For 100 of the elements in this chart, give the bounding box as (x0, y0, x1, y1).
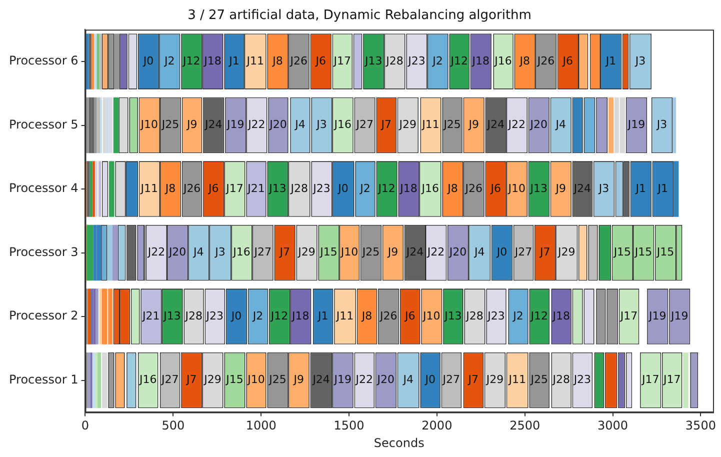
data-label: J1 (316, 309, 328, 322)
data-label: J20 (268, 118, 287, 132)
data-label: J8 (518, 54, 530, 68)
bar (96, 224, 102, 281)
data-label: J20 (376, 373, 395, 386)
data-label: J0 (230, 309, 242, 322)
bar (88, 97, 92, 154)
bar (99, 288, 102, 344)
bar (90, 288, 94, 344)
x-axis-title: Seconds (374, 436, 424, 450)
data-label: J16 (138, 373, 157, 386)
data-label: J12 (530, 309, 548, 322)
data-label: J11 (421, 118, 440, 132)
data-label: J28 (290, 182, 308, 195)
data-label: J24 (204, 118, 222, 132)
data-label: J24 (312, 373, 330, 386)
data-label: J21 (246, 182, 265, 195)
data-label: J25 (361, 246, 380, 259)
data-label: J9 (186, 118, 198, 132)
data-label: J23 (205, 309, 224, 322)
data-label: J13 (268, 182, 286, 195)
data-label: J4 (294, 118, 306, 132)
data-label: J10 (422, 309, 440, 322)
chart-title: 3 / 27 artificial data, Dynamic Rebalancing algorithm (188, 8, 532, 24)
data-label: J12 (377, 182, 396, 195)
data-label: J6 (562, 54, 574, 68)
data-label: J18 (471, 54, 490, 68)
x-tick-label: 2500 (510, 418, 540, 433)
data-label: J1 (634, 182, 646, 195)
data-label: J24 (486, 118, 504, 132)
data-label: J11 (508, 373, 526, 386)
x-tick-label: 3500 (685, 418, 716, 433)
data-label: J7 (467, 373, 479, 386)
data-label: J22 (247, 118, 266, 132)
data-label: J29 (203, 373, 222, 386)
data-label: J29 (556, 246, 576, 259)
data-label: J27 (160, 373, 179, 386)
data-label: J9 (292, 373, 304, 386)
data-label: J28 (552, 373, 570, 386)
data-label: J29 (398, 118, 417, 132)
data-label: J3 (214, 246, 226, 259)
data-label: J28 (465, 309, 484, 322)
data-label: J27 (442, 373, 460, 386)
data-label: J11 (246, 54, 264, 68)
bar (92, 352, 95, 408)
data-label: J3 (316, 118, 327, 132)
data-label: J18 (552, 309, 570, 322)
data-label: J29 (485, 373, 504, 386)
data-label: J25 (268, 373, 286, 386)
data-label: J13 (529, 182, 548, 195)
data-label: J2 (359, 182, 370, 195)
data-label: J0 (424, 373, 436, 386)
data-label: J4 (192, 246, 204, 259)
data-label: J18 (399, 182, 418, 195)
data-label: J6 (207, 182, 219, 195)
bar (96, 288, 98, 344)
data-label: J18 (291, 309, 310, 322)
data-label: J16 (420, 182, 439, 195)
data-label: J6 (490, 182, 501, 195)
data-label: J16 (333, 118, 352, 132)
data-label: J12 (182, 54, 200, 68)
bar (86, 97, 89, 154)
data-label: J1 (604, 54, 616, 68)
bar (108, 97, 112, 154)
x-tick-label: 2000 (422, 418, 452, 433)
data-label: J4 (473, 246, 485, 259)
data-label: J25 (160, 118, 180, 132)
data-label: J28 (385, 54, 404, 68)
bar (91, 34, 94, 90)
data-label: J18 (203, 54, 222, 68)
data-label: J11 (335, 309, 354, 322)
bar (98, 161, 102, 217)
data-label: J9 (386, 246, 398, 259)
x-tick-label: 1000 (246, 418, 276, 433)
x-tick-label: 1500 (334, 418, 364, 433)
data-label: J10 (246, 373, 265, 386)
data-label: J2 (252, 309, 264, 322)
data-label: J20 (168, 246, 186, 259)
data-label: J6 (314, 54, 326, 68)
data-label: J6 (404, 309, 416, 322)
bar (98, 352, 102, 408)
data-label: J2 (164, 54, 175, 68)
data-label: J24 (405, 246, 424, 259)
y-tick-label: Processor 5 (8, 117, 78, 132)
data-label: J15 (319, 246, 338, 259)
data-label: J19 (333, 373, 352, 386)
data-label: J9 (554, 182, 566, 195)
data-label: J23 (572, 373, 592, 386)
data-label: J27 (253, 246, 272, 259)
data-label: J17 (332, 54, 352, 68)
data-label: J3 (634, 54, 646, 68)
data-label: J17 (640, 373, 660, 386)
data-label: J27 (514, 246, 532, 259)
data-label: J10 (340, 246, 358, 259)
data-label: J28 (184, 309, 202, 322)
data-label: J22 (426, 246, 445, 259)
data-label: J26 (182, 182, 201, 195)
y-tick-label: Processor 2 (8, 308, 78, 323)
data-label: J7 (278, 246, 290, 259)
data-label: J26 (464, 182, 482, 195)
